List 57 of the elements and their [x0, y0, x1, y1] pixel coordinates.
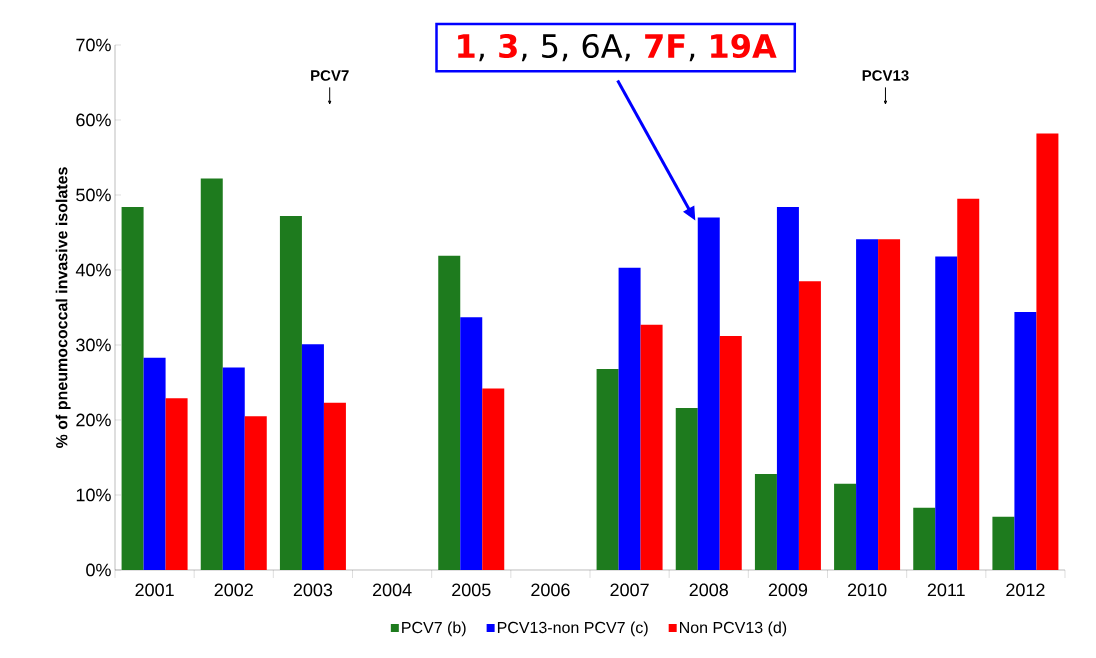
x-tick-label: 2008	[689, 583, 728, 597]
bar	[754, 473, 777, 570]
bar	[913, 507, 936, 570]
bar	[640, 324, 663, 570]
y-tick-label: 70%	[76, 38, 111, 52]
bar	[1036, 133, 1059, 570]
bar	[878, 239, 901, 570]
bar	[834, 483, 857, 570]
y-tick-label: 60%	[76, 113, 111, 127]
x-tick-label: 2006	[531, 583, 570, 597]
x-tick-label: 2004	[372, 583, 412, 597]
x-tick-label: 2001	[135, 583, 174, 597]
bar	[992, 516, 1015, 570]
bar	[438, 255, 461, 570]
bar	[323, 402, 346, 570]
annotation: PCV7	[311, 70, 349, 81]
y-tick-label: 30%	[76, 338, 111, 352]
bar	[856, 239, 879, 570]
x-tick-label: 2005	[452, 583, 491, 597]
y-tick-label: 40%	[75, 263, 111, 277]
bar	[121, 206, 144, 570]
x-tick-label: 2002	[214, 583, 253, 597]
y-tick-label: 0%	[86, 563, 111, 577]
bar	[596, 368, 619, 570]
bar	[1014, 311, 1037, 570]
bar	[618, 267, 641, 570]
bar	[798, 281, 821, 570]
bar	[200, 178, 223, 570]
bar	[165, 398, 188, 570]
bar	[935, 256, 958, 570]
bar	[719, 335, 742, 570]
bar	[776, 206, 799, 570]
y-tick-label: 20%	[76, 413, 111, 427]
bar	[222, 367, 245, 570]
y-axis-title: % of pneumococcal invasive isolates	[55, 167, 71, 449]
annotation: PCV13	[862, 70, 909, 81]
x-tick-label: 2003	[293, 583, 333, 597]
y-tick-label: 10%	[76, 488, 111, 502]
legend-label: Non PCV13 (d)	[680, 621, 787, 637]
legend-label: PCV7 (b)	[402, 621, 466, 637]
bar	[244, 416, 267, 570]
bar	[957, 198, 980, 570]
bar	[482, 388, 505, 570]
bar	[279, 215, 302, 570]
legend-label: PCV13-non PCV7 (c)	[497, 621, 648, 637]
bar	[675, 407, 698, 570]
x-tick-label: 2012	[1006, 583, 1045, 597]
x-tick-label: 2009	[768, 583, 808, 597]
bar	[460, 317, 483, 570]
y-tick-label: 50%	[76, 188, 111, 202]
x-tick-label: 2011	[927, 583, 965, 597]
x-tick-label: 2007	[610, 583, 649, 597]
bar	[143, 357, 166, 570]
bar	[697, 217, 720, 570]
x-tick-label: 2010	[847, 583, 887, 597]
bar	[301, 344, 324, 570]
annotation: 1, 3, 5, 6A, 7F, 19A	[458, 33, 777, 62]
